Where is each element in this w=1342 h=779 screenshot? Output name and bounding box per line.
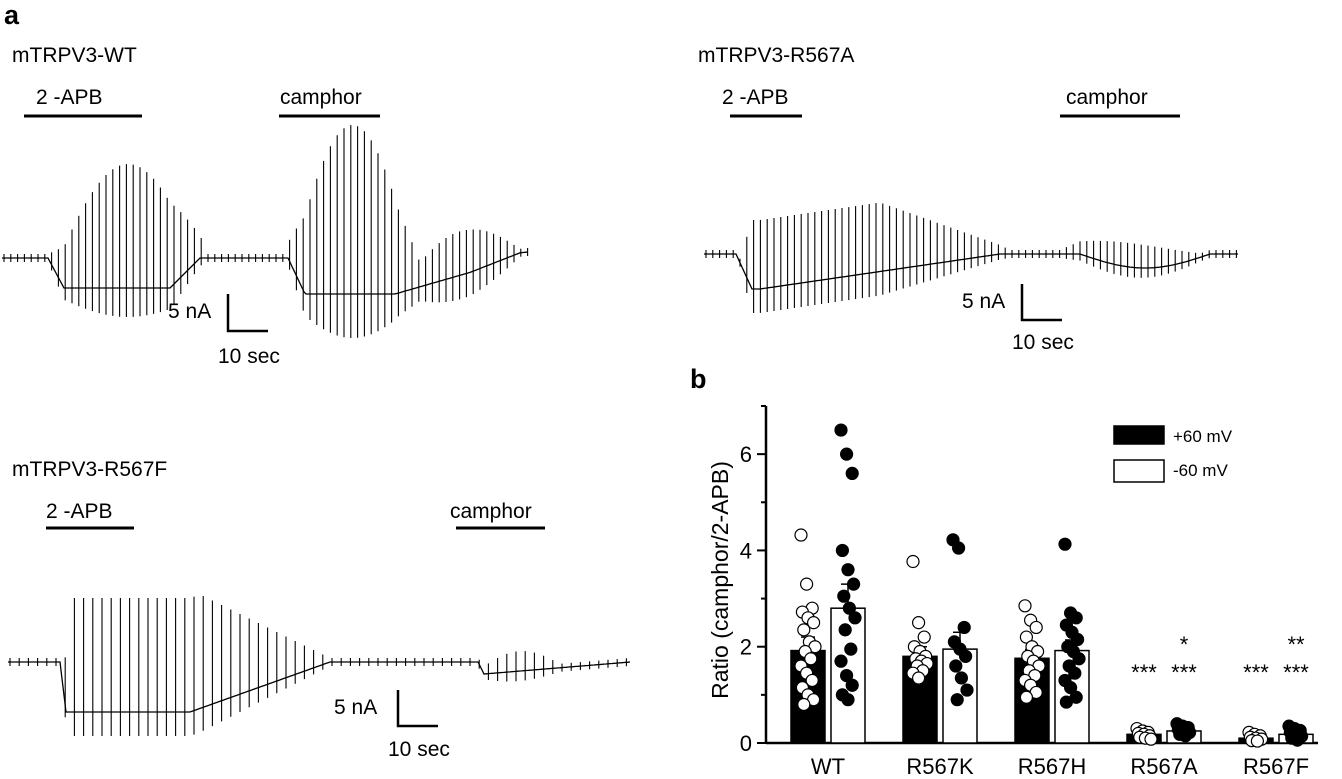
data-point [958,621,970,633]
scale-current-label: 5 nA [334,696,377,719]
data-point [842,564,854,576]
y-tick-label: 2 [740,635,752,660]
data-point [953,542,965,554]
x-tick-label: R567K [906,754,974,779]
significance-marker: *** [1131,660,1157,685]
scale-bar [1022,284,1062,320]
legend: +60 mV -60 mV [1114,426,1233,482]
current-trace [8,596,630,736]
data-point [1059,538,1071,550]
bar-chart: Ratio (camphor/2-APB) 0 2 4 6 WT R567K R567H R5… [707,406,1318,779]
y-tick-label: 6 [740,442,752,467]
x-tick-label: R567A [1130,754,1198,779]
legend-swatch-positive [1114,426,1164,444]
stimulus-label: 2 -APB [722,86,789,109]
data-point [839,624,851,636]
significance-marker: * [1180,632,1189,657]
data-point [913,672,925,684]
data-point [950,660,962,672]
legend-label: +60 mV [1173,427,1233,446]
y-tick-label: 4 [740,538,752,563]
data-point [960,650,972,662]
data-point [846,467,858,479]
baseline [2,252,528,294]
stimulus-label: camphor [280,86,362,109]
data-point [1145,733,1157,745]
data-point [907,556,919,568]
significance-marker: *** [1171,660,1197,685]
data-point [1060,696,1072,708]
baseline [8,662,630,712]
current-trace [2,125,528,338]
significance-marker: *** [1283,660,1309,685]
significance-marker: *** [1243,660,1269,685]
data-point [801,578,813,590]
panel-label-a: a [4,0,20,30]
scale-current-label: 5 nA [168,300,211,323]
scale-bar [228,294,268,331]
trace-title: mTRPV3-WT [12,44,137,67]
data-point [835,424,847,436]
legend-swatch-negative [1114,460,1164,482]
trace-panel-r567f: mTRPV3-R567F 2 -APB camphor 5 nA 10 sec [8,458,630,761]
data-point [798,698,810,710]
data-point [955,672,967,684]
data-point [1291,734,1303,746]
data-point [1019,600,1031,612]
trace-panel-wt: mTRPV3-WT 2 -APB camphor 5 nA 10 sec [2,44,528,368]
stimulus-label: camphor [1066,86,1148,109]
x-tick-label: WT [811,754,845,779]
scale-time-label: 10 sec [218,345,280,368]
stimulus-label: 2 -APB [46,500,113,523]
data-point [835,655,847,667]
panel-label-b: b [690,364,707,394]
data-point [1020,691,1032,703]
data-point [846,679,858,691]
trace-title: mTRPV3-R567F [12,458,167,481]
trace-panel-r567a: mTRPV3-R567A 2 -APB camphor 5 nA 10 sec [698,44,1238,354]
data-point [849,612,861,624]
x-tick-label: R567H [1018,754,1086,779]
scale-time-label: 10 sec [1012,331,1074,354]
data-point [795,529,807,541]
stimulus-label: camphor [450,500,532,523]
data-point [838,590,850,602]
data-point [845,643,857,655]
data-point [961,684,973,696]
data-point [918,631,930,643]
scale-current-label: 5 nA [962,290,1005,313]
legend-label: -60 mV [1173,461,1228,480]
points [795,424,1308,747]
data-point [836,544,848,556]
y-tick-label: 0 [740,731,752,756]
data-point [913,617,925,629]
data-point [1179,730,1191,742]
data-point [841,448,853,460]
x-tick-label: R567F [1243,754,1309,779]
data-point [842,694,854,706]
annotations: *** ******* ***** [1131,632,1309,685]
scale-time-label: 10 sec [388,738,450,761]
trace-title: mTRPV3-R567A [698,44,854,67]
y-axis-label: Ratio (camphor/2-APB) [707,461,733,699]
data-point [798,624,810,636]
stimulus-label: 2 -APB [36,86,103,109]
significance-marker: ** [1287,632,1305,657]
data-point [1251,735,1263,747]
bars [791,584,1313,743]
data-point [848,578,860,590]
figure: a b mTRPV3-WT 2 -APB camphor 5 nA 10 sec… [0,0,1342,779]
data-point [1030,621,1042,633]
data-point [951,694,963,706]
scale-bar [398,690,438,726]
